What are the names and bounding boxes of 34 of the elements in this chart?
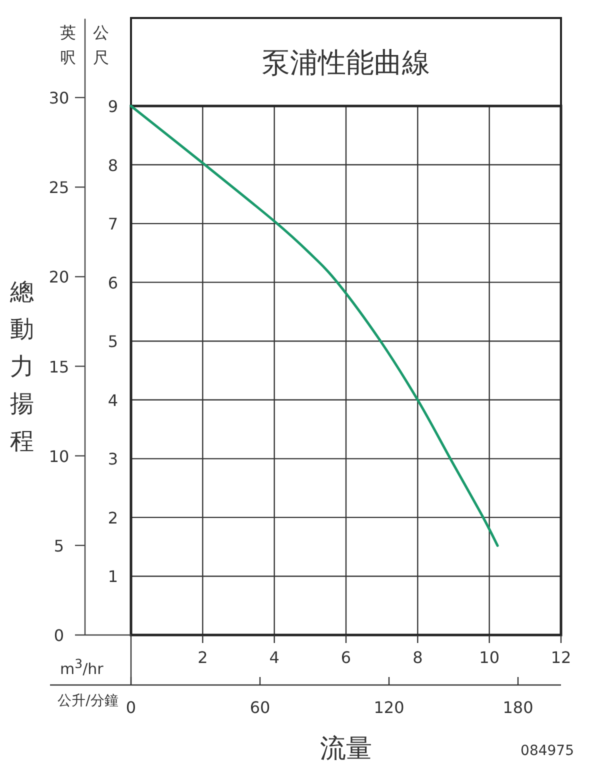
y2-tick-label: 5: [54, 536, 64, 556]
y2-tick-label: 0: [54, 626, 64, 645]
y-tick-label: 4: [108, 390, 118, 410]
y-tick-label: 5: [108, 332, 118, 352]
x2-tick-label: 180: [502, 698, 534, 717]
y-tick-label: 3: [108, 450, 118, 469]
y2-tick-label: 30: [48, 88, 70, 108]
y2-tick-label: 20: [48, 268, 70, 287]
x2-tick-label: 0: [126, 698, 136, 717]
y-tick-label: 6: [108, 273, 118, 292]
text: 084975: [520, 743, 574, 759]
x-tick-label: 8: [412, 648, 423, 667]
y-axis-title: 公尺: [93, 23, 109, 67]
y2-tick-label: 15: [48, 357, 70, 376]
y-tick-label: 1: [108, 567, 118, 586]
text: m$^{3}$/hr: [60, 656, 104, 678]
y-tick-label: 8: [108, 156, 118, 175]
y2-tick-label: 25: [48, 178, 70, 198]
x-tick-label: 6: [340, 648, 352, 667]
x-tick-label: 10: [479, 648, 500, 667]
x2-tick-label: 120: [374, 698, 404, 717]
chart-title: 泵浦性能曲線: [262, 46, 430, 79]
text: 總動力揚程: [9, 278, 34, 455]
x-tick-label: 4: [269, 648, 280, 667]
y-tick-label: 2: [108, 508, 118, 528]
y2-axis-title: 英呎: [60, 23, 76, 67]
y2-tick-label: 10: [48, 446, 70, 466]
x2-tick-label: 60: [250, 698, 270, 717]
x-tick-label: 2: [198, 648, 208, 667]
y-tick-label: 7: [108, 214, 118, 234]
x-axis-title: 流量: [320, 734, 372, 764]
x-tick-label: 12: [550, 648, 572, 667]
y-tick-label: 9: [108, 97, 118, 116]
x2-axis-title: 公升/分鐘: [58, 693, 118, 709]
